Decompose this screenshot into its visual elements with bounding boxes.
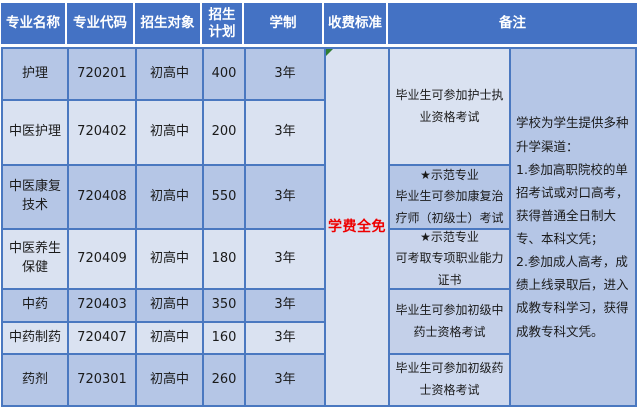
cell-duration: 3年 (246, 49, 324, 99)
table-header-row: 专业名称 专业代码 招生对象 招生计划 学制 收费标准 备注 (1, 3, 637, 44)
cell-plan: 260 (204, 355, 244, 405)
cell-major-name: 中医养生保健 (3, 230, 67, 288)
cell-plan: 400 (204, 49, 244, 99)
cell-duration: 3年 (246, 166, 324, 228)
cell-plan: 160 (204, 323, 244, 353)
cell-duration: 3年 (246, 355, 324, 405)
header-cell-target: 招生对象 (135, 3, 200, 44)
cell-major-name: 药剂 (3, 355, 67, 405)
cell-target: 初高中 (137, 323, 202, 353)
cell-major-name: 中医护理 (3, 101, 67, 164)
cell-duration: 3年 (246, 101, 324, 164)
cell-target: 初高中 (137, 49, 202, 99)
cell-major-code: 720301 (69, 355, 135, 405)
cell-target: 初高中 (137, 166, 202, 228)
promotion-note-cell: 学校为学生提供多种升学渠道： 1.参加高职院校的单招考试或对口高考，获得普通全日… (511, 49, 635, 405)
excel-error-indicator-icon (326, 49, 333, 56)
cell-duration: 3年 (246, 323, 324, 353)
fee-label: 学费全免 (328, 218, 386, 235)
cell-major-code: 720409 (69, 230, 135, 288)
remark-cell-nurse-exam: 毕业生可参加护士执业资格考试 (390, 49, 509, 164)
cell-target: 初高中 (137, 230, 202, 288)
cell-major-name: 中药制药 (3, 323, 67, 353)
cell-major-name: 中药 (3, 290, 67, 321)
cell-plan: 550 (204, 166, 244, 228)
cell-major-code: 720402 (69, 101, 135, 164)
cell-target: 初高中 (137, 355, 202, 405)
cell-major-name: 护理 (3, 49, 67, 99)
cell-major-code: 720403 (69, 290, 135, 321)
cell-plan: 200 (204, 101, 244, 164)
cell-major-code: 720408 (69, 166, 135, 228)
cell-duration: 3年 (246, 230, 324, 288)
table-body: 护理 720201 初高中 400 3年 中医护理 720402 初高中 200… (1, 47, 637, 407)
cell-target: 初高中 (137, 101, 202, 164)
cell-plan: 180 (204, 230, 244, 288)
header-cell-remark: 备注 (388, 3, 637, 44)
cell-plan: 350 (204, 290, 244, 321)
cell-duration: 3年 (246, 290, 324, 321)
header-cell-fee: 收费标准 (324, 3, 386, 44)
remark-cell-pharm-exam: 毕业生可参加初级药士资格考试 (390, 355, 509, 405)
header-cell-major-code: 专业代码 (67, 3, 133, 44)
remark-cell-rehab-exam: ★示范专业 毕业生可参加康复治疗师（初级士）考试 (390, 166, 509, 228)
cell-major-code: 720407 (69, 323, 135, 353)
remark-cell-skill-cert: ★示范专业 可考取专项职业能力证书 (390, 230, 509, 288)
cell-target: 初高中 (137, 290, 202, 321)
cell-major-name: 中医康复技术 (3, 166, 67, 228)
header-cell-major-name: 专业名称 (1, 3, 65, 44)
remark-cell-tcm-pharm-exam: 毕业生可参加初级中药士资格考试 (390, 290, 509, 353)
fee-cell: 学费全免 (326, 49, 388, 405)
header-cell-plan: 招生计划 (202, 3, 242, 44)
cell-major-code: 720201 (69, 49, 135, 99)
header-cell-duration: 学制 (244, 3, 322, 44)
